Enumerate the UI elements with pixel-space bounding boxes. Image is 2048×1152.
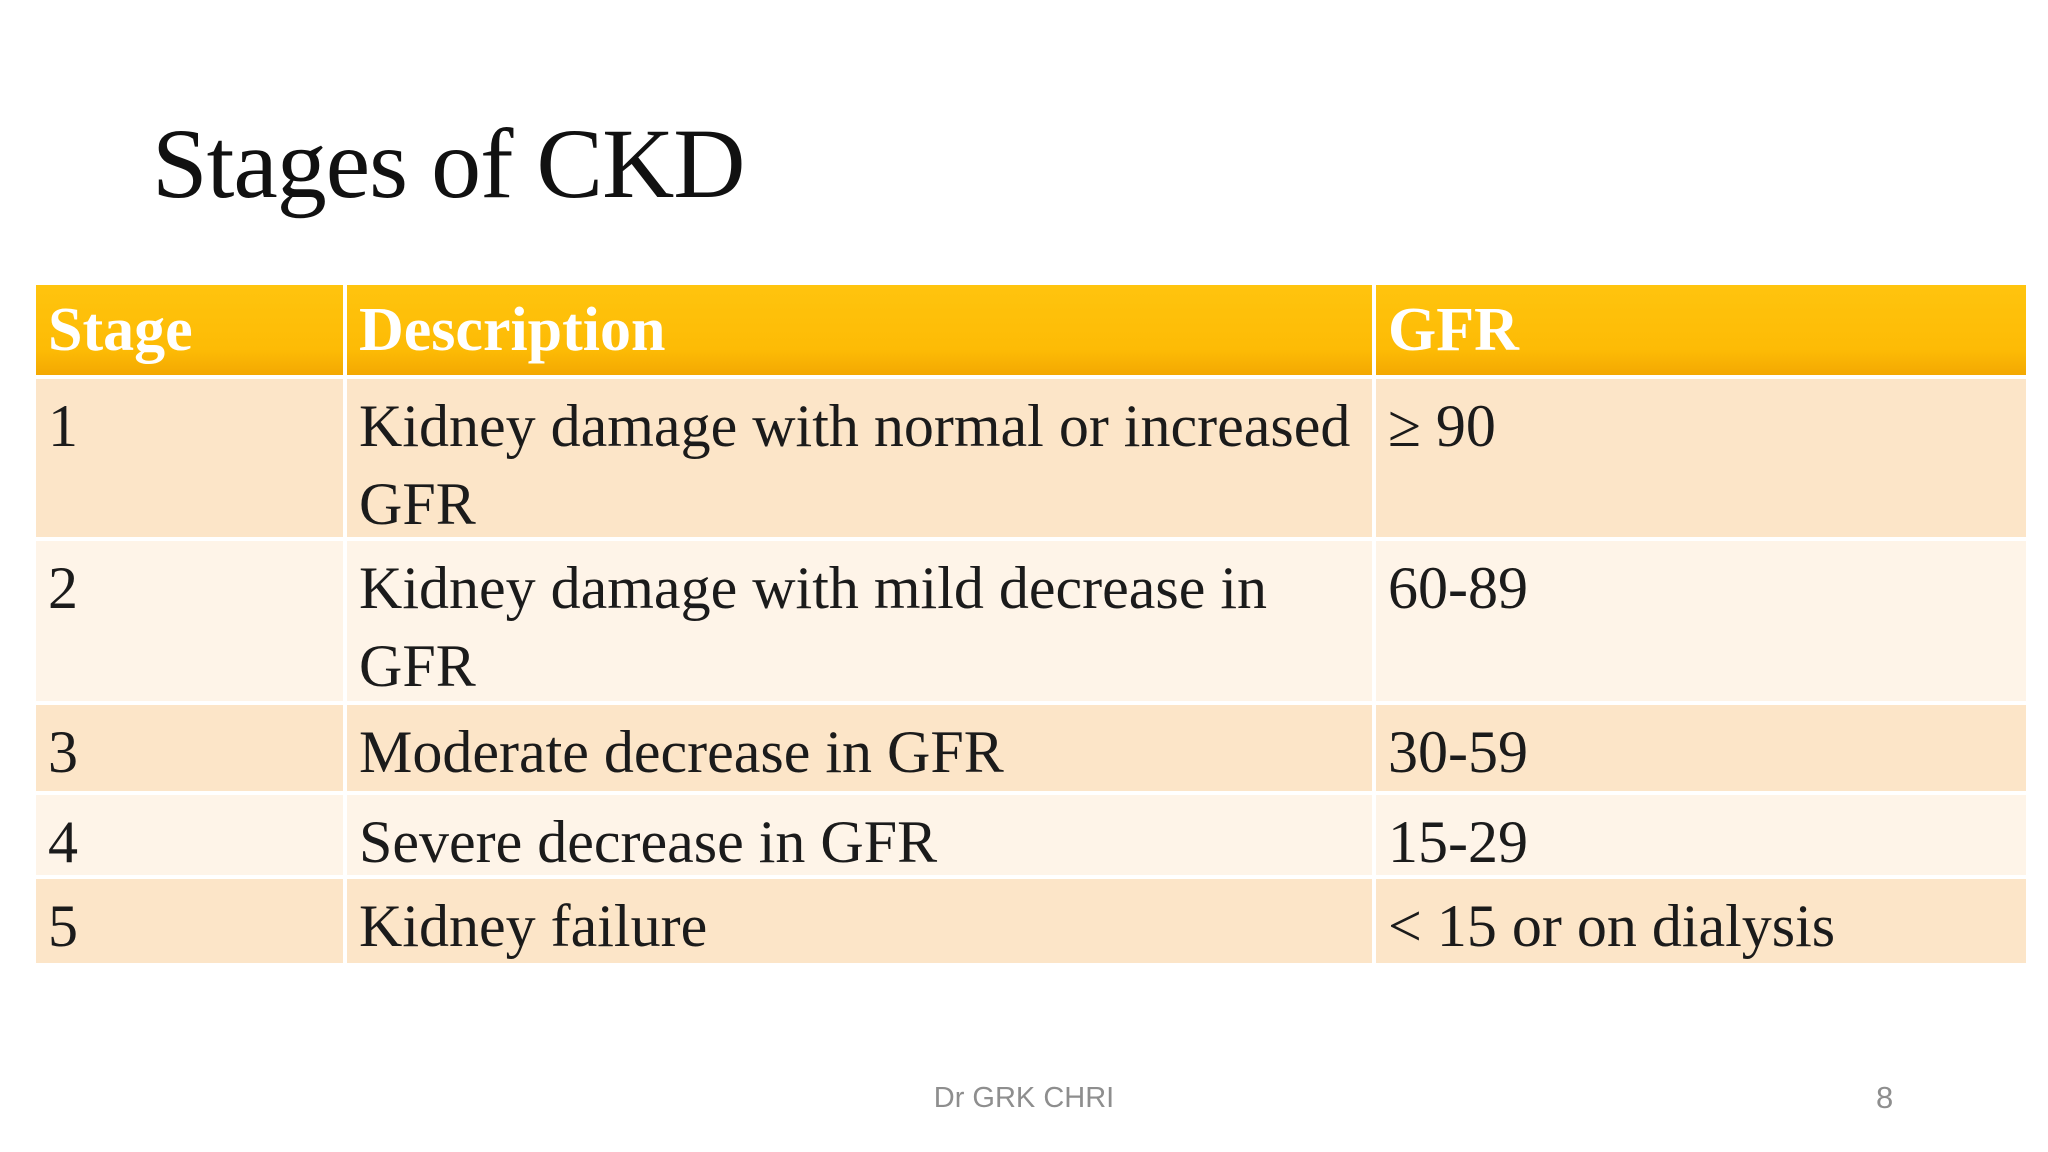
cell-stage-row2: 2 (36, 541, 343, 701)
cell-stage-row3: 3 (36, 705, 343, 791)
cell-description-row2: Kidney damage with mild decrease in GFR (347, 541, 1372, 701)
cell-gfr-row2: 60-89 (1376, 541, 2026, 701)
cell-gfr-row4: 15-29 (1376, 795, 2026, 875)
page-title: Stages of CKD (152, 108, 746, 219)
slide-number: 8 (1876, 1080, 1894, 1115)
cell-gfr-row1: ≥ 90 (1376, 379, 2026, 537)
column-header-gfr: GFR (1376, 285, 2026, 375)
ckd-stages-table: Stage Description GFR 1 Kidney damage wi… (36, 285, 2026, 963)
column-header-description: Description (347, 285, 1372, 375)
cell-description-row3: Moderate decrease in GFR (347, 705, 1372, 791)
cell-description-row1: Kidney damage with normal or increased G… (347, 379, 1372, 537)
cell-description-row4: Severe decrease in GFR (347, 795, 1372, 875)
footer-text: Dr GRK CHRI (933, 1082, 1115, 1114)
cell-stage-row1: 1 (36, 379, 343, 537)
cell-description-row5: Kidney failure (347, 879, 1372, 963)
cell-stage-row5: 5 (36, 879, 343, 963)
cell-gfr-row5: < 15 or on dialysis (1376, 879, 2026, 963)
cell-gfr-row3: 30-59 (1376, 705, 2026, 791)
cell-stage-row4: 4 (36, 795, 343, 875)
column-header-stage: Stage (36, 285, 343, 375)
